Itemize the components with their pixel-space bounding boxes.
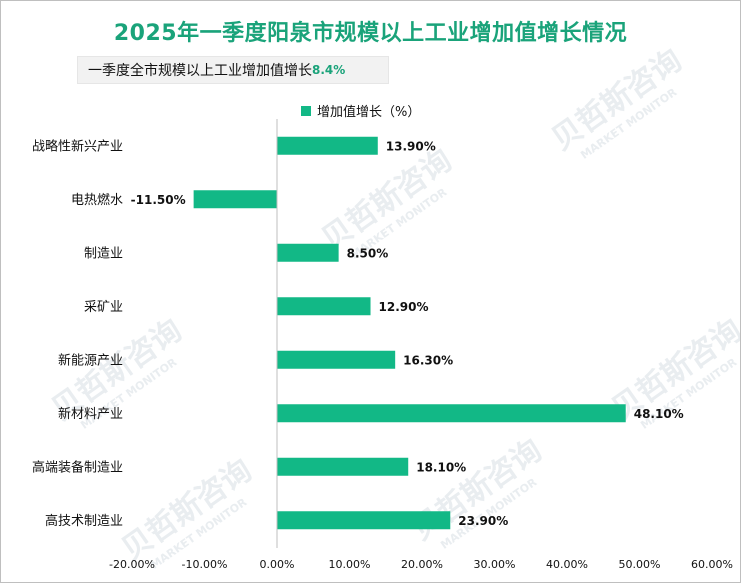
data-label: 18.10% — [416, 460, 466, 474]
axis-layer: -20.00% -10.00% 0.00% 10.00% 20.00% 30.00% 40.… — [109, 119, 733, 571]
x-tick-label: 10.00% — [329, 558, 371, 571]
data-label: 23.90% — [458, 514, 508, 528]
labels-layer: 13.90% 战略性新兴产业 -11.50% 电热燃水 8.50% 制造业 12.90% 采矿… — [32, 138, 684, 529]
category-label: 新能源产业 — [58, 352, 123, 368]
category-label: 电热燃水 — [71, 192, 123, 208]
x-tick-label: 60.00% — [691, 558, 733, 571]
bar — [277, 404, 626, 423]
bar — [277, 457, 409, 476]
legend: 增加值增长（%） — [301, 101, 420, 120]
bar — [193, 190, 277, 209]
summary-box: 一季度全市规模以上工业增加值增长 8.4% — [77, 56, 389, 84]
chart-title: 2025年一季度阳泉市规模以上工业增加值增长情况 — [113, 21, 628, 46]
category-label: 高端装备制造业 — [32, 459, 123, 475]
x-tick-label: 20.00% — [401, 558, 443, 571]
x-tick-label: -10.00% — [182, 558, 228, 571]
data-label: -11.50% — [131, 193, 186, 207]
bar — [277, 350, 396, 369]
data-label: 12.90% — [379, 300, 429, 314]
bars-layer — [193, 136, 626, 530]
summary-value: 8.4% — [312, 63, 346, 77]
category-label: 新材料产业 — [58, 406, 123, 422]
bar — [277, 511, 451, 530]
data-label: 13.90% — [386, 139, 436, 153]
bar — [277, 243, 339, 262]
legend-label: 增加值增长（%） — [317, 105, 421, 120]
category-label: 战略性新兴产业 — [32, 138, 123, 154]
x-tick-label: 40.00% — [546, 558, 588, 571]
bar — [277, 297, 371, 316]
data-label: 16.30% — [403, 353, 453, 367]
data-label: 48.10% — [634, 407, 684, 421]
legend-swatch — [301, 105, 311, 116]
category-label: 制造业 — [84, 246, 123, 261]
category-label: 高技术制造业 — [45, 513, 123, 529]
x-tick-label: -20.00% — [109, 558, 155, 571]
summary-label: 一季度全市规模以上工业增加值增长 — [88, 63, 312, 79]
bar — [277, 136, 378, 155]
x-tick-label: 30.00% — [474, 558, 516, 571]
category-label: 采矿业 — [84, 300, 123, 315]
data-label: 8.50% — [347, 246, 389, 260]
x-tick-label: 0.00% — [260, 558, 295, 571]
x-tick-label: 50.00% — [619, 558, 661, 571]
